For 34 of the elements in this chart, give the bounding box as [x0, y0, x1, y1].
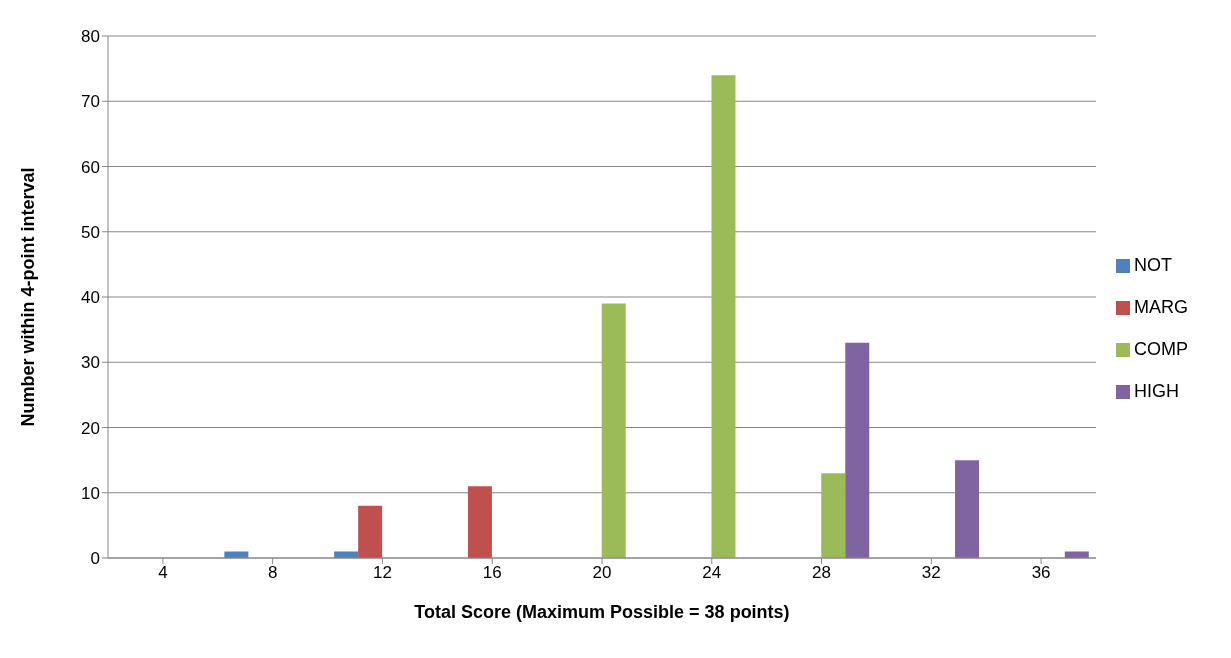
bar: [821, 473, 846, 558]
bar: [601, 303, 626, 558]
x-tick-label: 36: [1031, 563, 1051, 583]
y-tick-label: 70: [81, 92, 100, 112]
y-tick-label: 10: [81, 483, 100, 503]
y-tick-label: 40: [81, 288, 100, 308]
x-tick-label: 4: [158, 563, 168, 583]
x-axis-title: Total Score (Maximum Possible = 38 points): [414, 602, 790, 622]
bar: [358, 505, 383, 558]
x-tick-label: 24: [702, 563, 722, 583]
x-tick-label: 20: [592, 563, 612, 583]
legend-label: COMP: [1134, 339, 1188, 359]
x-tick-label: 16: [482, 563, 502, 583]
bar: [467, 486, 492, 558]
legend-label: NOT: [1134, 255, 1172, 275]
bar: [955, 460, 980, 558]
y-axis-title: Number within 4-point interval: [18, 167, 39, 427]
bar: [334, 551, 359, 558]
x-tick-label: 32: [921, 563, 941, 583]
bar: [845, 342, 870, 558]
y-tick-label: 50: [81, 222, 100, 242]
legend-label: HIGH: [1134, 381, 1179, 401]
x-tick-label: 8: [267, 563, 278, 583]
legend-label: MARG: [1134, 297, 1188, 317]
bar: [1064, 551, 1089, 558]
y-tick-label: 80: [81, 27, 100, 47]
x-tick-label: 12: [372, 563, 392, 583]
y-tick-label: 20: [81, 418, 100, 438]
y-tick-label: 30: [81, 353, 100, 373]
y-tick-label: 60: [81, 157, 100, 177]
bar: [224, 551, 249, 558]
x-tick-label: 28: [812, 563, 832, 583]
y-tick-label: 0: [90, 549, 100, 569]
bar: [711, 75, 736, 558]
